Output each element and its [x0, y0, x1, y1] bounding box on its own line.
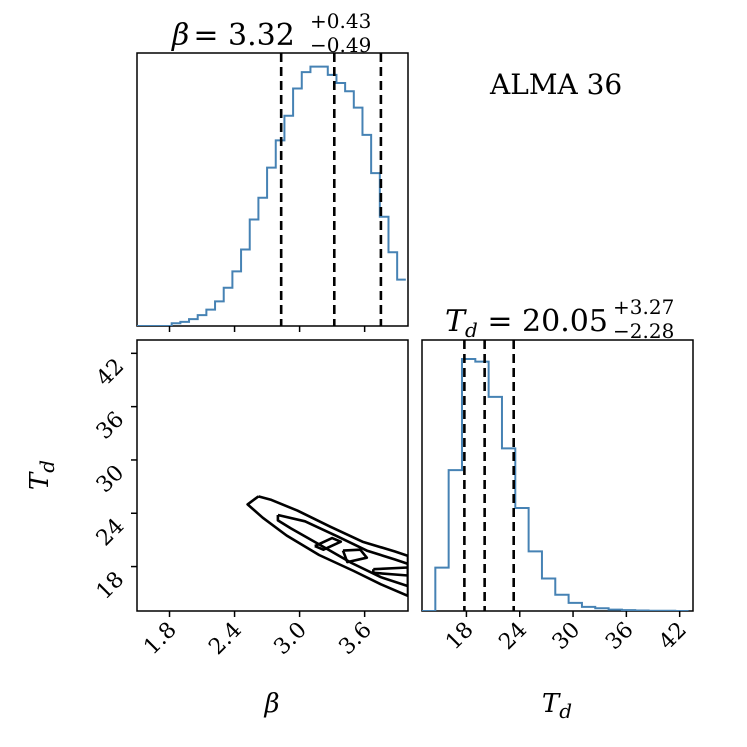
x-tick-label: 42 — [654, 618, 691, 655]
histogram-bin — [435, 568, 448, 611]
beta-histogram — [137, 65, 406, 326]
histogram-bin — [542, 578, 555, 611]
td-title: Td = 20.05 — [445, 304, 608, 342]
histogram-bin — [449, 470, 462, 611]
histogram-bin — [302, 72, 311, 326]
histogram-bin — [241, 250, 250, 326]
histogram-bin — [354, 108, 363, 326]
histogram-bin — [206, 310, 215, 326]
histogram-bin — [475, 362, 488, 611]
histogram-bin — [489, 397, 502, 611]
histogram-step-line — [422, 357, 689, 611]
joint-x-ticks: 1.8 2.4 3.0 3.6 — [139, 611, 377, 660]
histogram-bin — [232, 271, 241, 326]
histogram-bin — [198, 315, 207, 326]
td-x-ticks: 18 24 30 36 42 — [441, 611, 692, 655]
td-histogram — [422, 357, 689, 611]
histogram-bin — [371, 173, 380, 326]
beta-title: β = 3.32 — [171, 18, 295, 53]
joint-y-label: Td — [25, 460, 59, 490]
histogram-bin — [529, 551, 542, 611]
histogram-bin — [555, 595, 568, 611]
histogram-bin — [569, 603, 582, 611]
td-histogram-frame — [421, 339, 694, 612]
td-quantile-lines — [463, 340, 515, 611]
histogram-step-line — [137, 65, 406, 326]
contour-inner-2 — [341, 548, 369, 564]
joint-y-ticks: 18 24 30 36 42 — [92, 352, 137, 605]
histogram-bin — [336, 83, 345, 326]
x-tick-label: 24 — [495, 618, 532, 655]
histogram-bin — [267, 168, 276, 326]
beta-title-lower: −0.49 — [310, 33, 371, 57]
td-title-upper: +3.27 — [613, 295, 674, 319]
beta-histogram-frame — [136, 52, 409, 327]
beta-title-upper: +0.43 — [310, 9, 371, 33]
histogram-bin — [224, 288, 233, 326]
histogram-bin — [258, 198, 267, 326]
x-tick-label: 30 — [548, 618, 585, 655]
joint-contours — [246, 495, 408, 598]
histogram-bin — [250, 220, 259, 326]
y-tick-label: 24 — [92, 514, 129, 551]
x-tick-label: 3.0 — [269, 618, 311, 660]
x-tick-label: 2.4 — [204, 618, 246, 660]
y-tick-label: 42 — [92, 354, 129, 391]
histogram-bin — [293, 88, 302, 326]
contour-inner-3 — [371, 566, 408, 577]
y-tick-label: 30 — [92, 461, 129, 498]
histogram-bin — [215, 301, 224, 326]
histogram-bin — [319, 67, 328, 326]
beta-quantile-lines — [279, 53, 383, 326]
y-tick-label: 36 — [92, 407, 129, 444]
object-annotation: ALMA 36 — [489, 68, 622, 101]
td-x-label: Td — [542, 689, 572, 723]
histogram-bin — [345, 91, 354, 326]
histogram-bin — [362, 135, 371, 326]
joint-contour-frame — [136, 339, 409, 612]
histogram-bin — [284, 116, 293, 326]
x-tick-label: 36 — [601, 618, 638, 655]
contour-outer — [246, 495, 408, 598]
contour-inner-1 — [314, 536, 343, 552]
histogram-bin — [310, 67, 319, 326]
x-tick-label: 1.8 — [139, 618, 181, 660]
histogram-bin — [397, 280, 406, 326]
x-tick-label: 18 — [441, 618, 478, 655]
histogram-bin — [189, 319, 198, 326]
x-tick-label: 3.6 — [334, 618, 376, 660]
beta-histogram-ticks — [168, 326, 366, 332]
histogram-bin — [515, 508, 528, 611]
contour-middle — [276, 513, 408, 588]
histogram-bin — [388, 252, 397, 326]
y-tick-label: 18 — [92, 567, 129, 604]
td-title-lower: −2.28 — [613, 319, 674, 343]
joint-x-label: β — [263, 689, 279, 719]
